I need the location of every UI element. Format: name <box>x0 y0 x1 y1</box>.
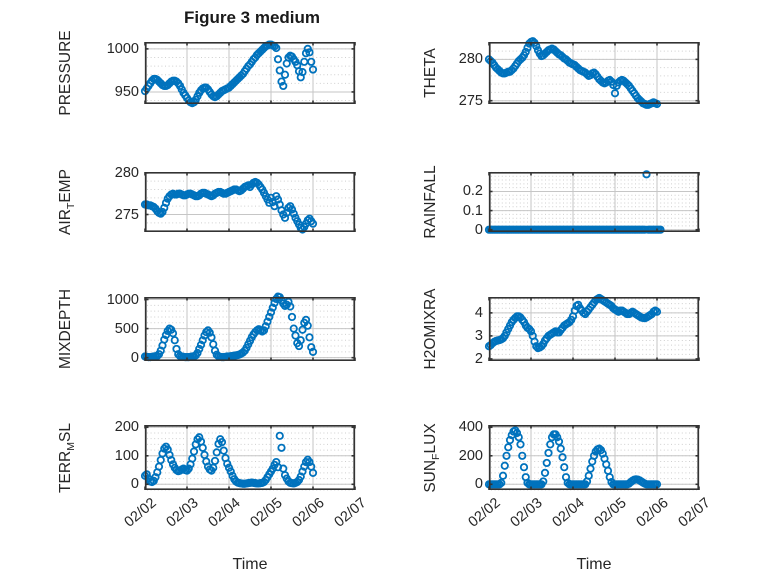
x-tick-label: 02/07 <box>331 495 370 531</box>
y-tick-label-theta: 275 <box>458 92 483 109</box>
major-grid <box>144 297 356 361</box>
x-tick-label: 02/05 <box>591 495 630 531</box>
axes-frame <box>488 425 700 491</box>
xlabel-time-right: Time <box>576 556 612 573</box>
subplot-sunflux <box>484 425 700 491</box>
data-points <box>140 431 318 488</box>
x-tick-label: 02/02 <box>121 495 160 531</box>
y-axis-label-mixdepth: MIXDEPTH <box>57 288 74 370</box>
x-tick-label: 02/06 <box>289 495 328 531</box>
y-axis-label-theta: THETA <box>422 48 439 98</box>
y-tick-label-h2omixra: 4 <box>474 304 483 321</box>
data-points <box>484 426 662 489</box>
y-tick-label-rainfall: 0.1 <box>462 202 483 219</box>
data-points <box>140 40 318 108</box>
axes-frame <box>488 297 700 362</box>
subplot-pressure <box>140 40 356 108</box>
axes-frame <box>488 42 700 105</box>
y-tick-label-terrmsl: 100 <box>114 447 139 464</box>
y-tick-label-h2omixra: 3 <box>474 327 483 344</box>
axes-frame <box>144 172 356 233</box>
figure-title: Figure 3 medium <box>183 8 321 27</box>
subplot-rainfall <box>484 170 700 234</box>
y-tick-label-theta: 280 <box>458 51 483 68</box>
axes-svg-h2omixra <box>484 293 700 362</box>
x-tick-label: 02/03 <box>507 495 546 531</box>
y-axis-label-h2omixra: H2OMIXRA <box>422 288 439 370</box>
minor-grid <box>491 171 697 231</box>
data-points <box>484 37 662 109</box>
axes-svg-rainfall <box>484 170 700 234</box>
y-tick-label-airtemp: 280 <box>114 164 139 181</box>
data-points <box>484 293 662 353</box>
y-tick-label-terrmsl: 200 <box>114 419 139 436</box>
x-tick-label: 02/06 <box>633 495 672 531</box>
axes-frame <box>144 297 356 362</box>
axes-frame <box>488 172 700 233</box>
axes-svg-mixdepth <box>140 292 356 362</box>
x-tick-label: 02/02 <box>465 495 504 531</box>
y-axis-label-pressure: PRESSURE <box>57 30 74 116</box>
major-grid <box>488 172 700 232</box>
x-tick-label: 02/04 <box>205 495 244 531</box>
y-tick-label-sunflux: 200 <box>458 447 483 464</box>
y-axis-label-rainfall: RAINFALL <box>422 165 439 239</box>
y-tick-label-terrmsl: 0 <box>130 476 139 493</box>
axes-svg-airtemp <box>140 172 356 234</box>
axes-frame <box>144 42 356 105</box>
axes-svg-terrmsl <box>140 425 356 491</box>
axes-svg-pressure <box>140 40 356 108</box>
y-tick-label-pressure: 1000 <box>106 40 139 57</box>
subplot-airtemp <box>140 172 356 234</box>
data-points <box>484 170 665 234</box>
x-tick-label: 02/07 <box>675 495 714 531</box>
x-tick-label: 02/04 <box>549 495 588 531</box>
data-points <box>140 292 318 362</box>
y-tick-label-airtemp: 275 <box>114 206 139 223</box>
subplot-terrmsl <box>140 425 356 491</box>
xlabel-time-left: Time <box>232 556 268 573</box>
subplot-mixdepth <box>140 292 356 362</box>
y-tick-label-mixdepth: 500 <box>114 320 139 337</box>
y-axis-label-sunflux: SUNFLUX <box>422 422 443 493</box>
y-axis-label-airtemp: AIRTEMP <box>57 169 78 235</box>
y-tick-label-sunflux: 0 <box>474 476 483 493</box>
y-axis-label-terrmsl: TERRMSL <box>57 422 78 493</box>
y-tick-label-mixdepth: 1000 <box>106 291 139 308</box>
axes-svg-theta <box>484 37 700 109</box>
x-tick-label: 02/05 <box>247 495 286 531</box>
y-tick-label-pressure: 950 <box>114 83 139 100</box>
y-tick-label-h2omixra: 2 <box>474 350 483 367</box>
axes-svg-sunflux <box>484 425 700 491</box>
subplot-theta <box>484 37 700 109</box>
y-tick-label-mixdepth: 0 <box>130 349 139 366</box>
x-tick-label: 02/03 <box>163 495 202 531</box>
axes-frame <box>144 425 356 491</box>
y-tick-label-rainfall: 0 <box>474 221 483 238</box>
data-points <box>140 177 318 234</box>
subplot-h2omixra <box>484 293 700 362</box>
major-grid <box>144 42 356 104</box>
y-tick-label-sunflux: 400 <box>458 419 483 436</box>
y-tick-label-rainfall: 0.2 <box>462 183 483 200</box>
minor-grid <box>147 48 353 102</box>
